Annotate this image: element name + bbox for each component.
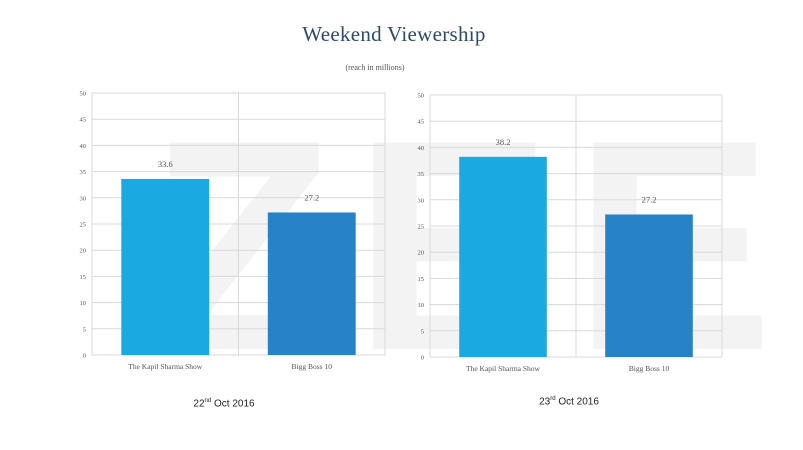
data-label: 27.2 <box>642 194 657 204</box>
y-tick-label: 0 <box>421 355 424 362</box>
bar <box>605 214 693 357</box>
y-tick-label: 20 <box>80 248 87 255</box>
caption-day: 22 <box>193 398 205 410</box>
y-tick-label: 5 <box>83 326 86 333</box>
page-subtitle: (reach in millions) <box>345 63 405 72</box>
y-tick-label: 25 <box>80 222 87 229</box>
y-tick-label: 5 <box>421 328 424 335</box>
y-tick-label: 15 <box>80 274 87 281</box>
caption-day: 23 <box>539 396 551 408</box>
y-tick-label: 30 <box>80 195 87 202</box>
bar <box>121 178 210 355</box>
y-tick-label: 15 <box>418 276 425 283</box>
category-label: Bigg Boss 10 <box>629 364 670 373</box>
caption-suffix: rd <box>550 396 556 402</box>
category-label: Bigg Boss 10 <box>292 362 333 371</box>
data-label: 27.2 <box>304 192 319 202</box>
y-tick-label: 10 <box>80 300 87 307</box>
chart-22-oct: 0 5 10 15 20 25 30 35 40 45 50 33.6 The Kapil Sharma… <box>60 85 400 385</box>
page-title: Weekend Viewership <box>302 22 486 46</box>
data-label: 38.2 <box>496 137 511 147</box>
chart-caption-22-oct: 22nd Oct 2016 <box>124 398 324 409</box>
caption-suffix: nd <box>204 398 212 404</box>
y-tick-label: 20 <box>418 250 425 257</box>
chart-22-oct-svg: 0 5 10 15 20 25 30 35 40 45 50 33.6 The Kapil Sharma… <box>80 91 386 371</box>
y-tick-label: 10 <box>418 302 425 309</box>
caption-rest: Oct 2016 <box>214 398 255 410</box>
bar <box>459 156 547 357</box>
chart-23-oct-svg: 0 5 10 15 20 25 30 35 40 45 50 38.2 The Kapil Sharma… <box>418 93 723 373</box>
y-tick-label: 25 <box>418 224 425 231</box>
y-tick-label: 35 <box>80 169 87 176</box>
y-tick-label: 40 <box>418 145 425 152</box>
chart-caption-23-oct: 23rd Oct 2016 <box>469 396 669 407</box>
y-tick-label: 45 <box>418 119 425 126</box>
y-tick-label: 40 <box>80 143 87 150</box>
y-tick-label: 0 <box>83 353 86 360</box>
category-label: The Kapil Sharma Show <box>466 364 541 373</box>
y-tick-label: 30 <box>418 197 425 204</box>
y-tick-label: 45 <box>80 117 87 124</box>
chart-23-oct: 0 5 10 15 20 25 30 35 40 45 50 38.2 The Kapil Sharma… <box>397 87 737 387</box>
y-tick-label: 50 <box>80 91 87 98</box>
caption-rest: Oct 2016 <box>558 396 599 408</box>
bar <box>267 212 356 355</box>
category-label: The Kapil Sharma Show <box>128 362 203 371</box>
y-tick-label: 50 <box>418 93 425 100</box>
y-tick-label: 35 <box>418 171 425 178</box>
data-label: 33.6 <box>158 159 173 169</box>
